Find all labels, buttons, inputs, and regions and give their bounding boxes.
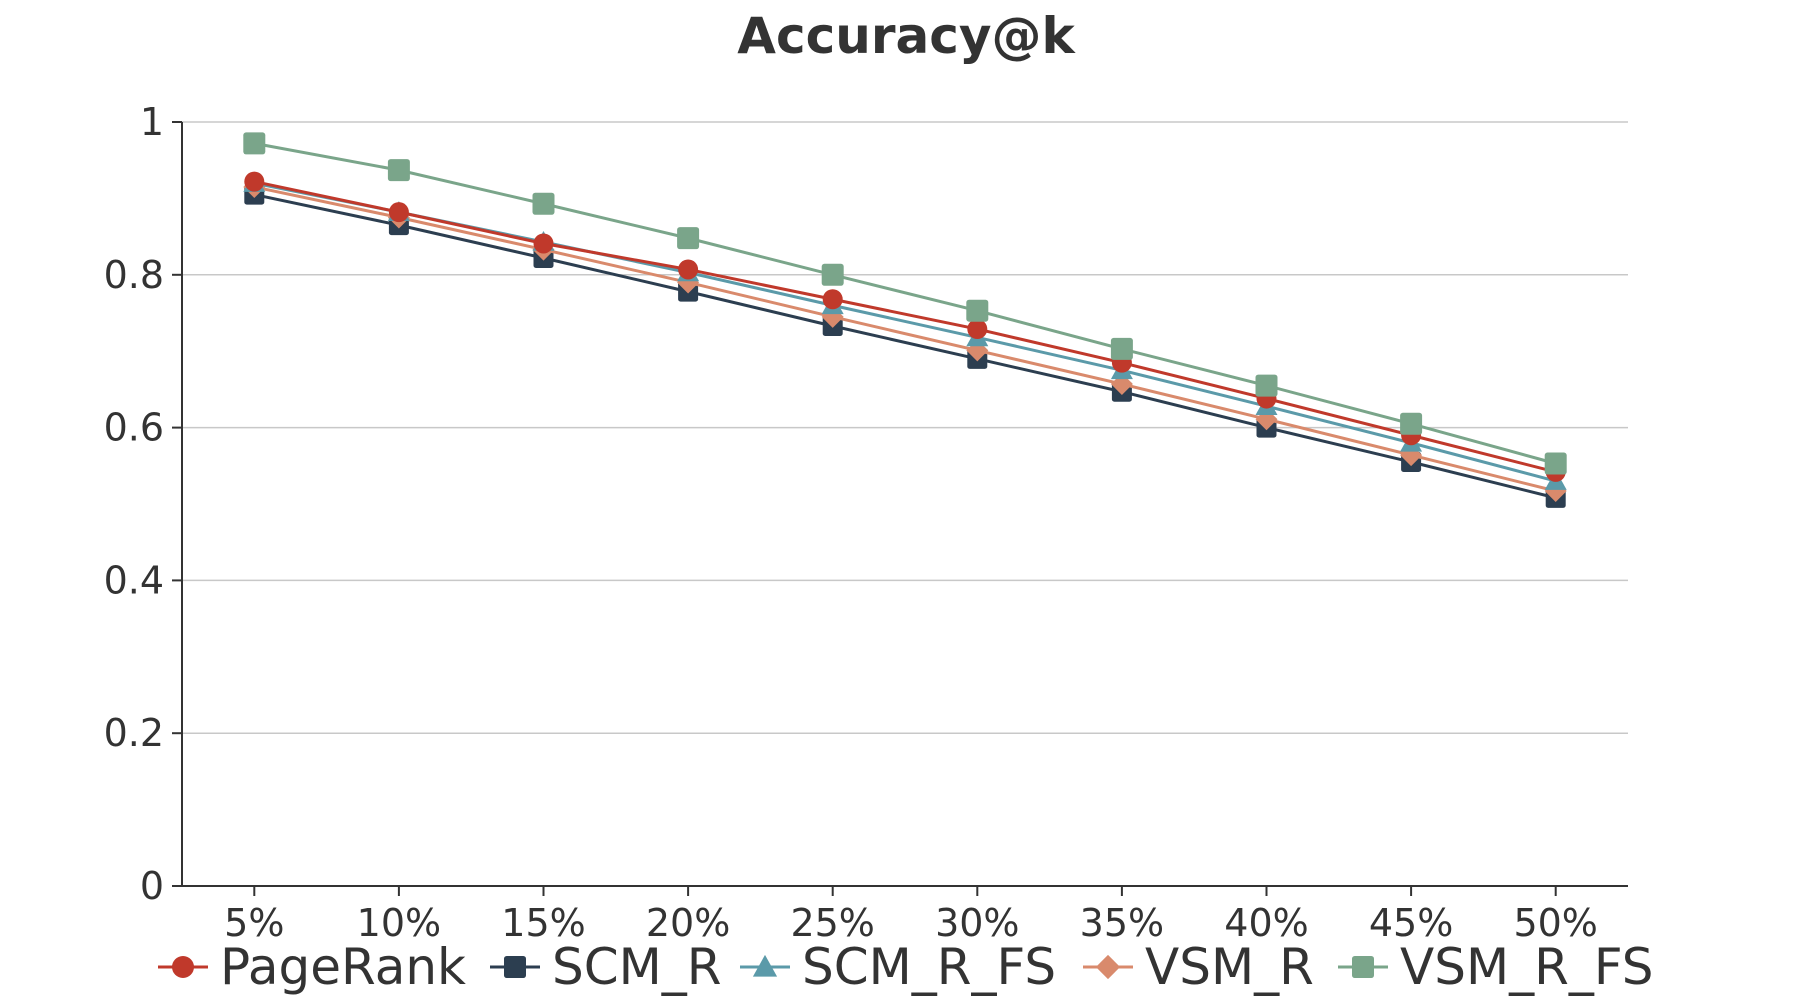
legend-marker bbox=[504, 956, 526, 978]
x-tick-label: 25% bbox=[790, 901, 874, 945]
grid bbox=[182, 121, 1628, 734]
series-scm-r bbox=[244, 184, 1566, 508]
x-tick-label: 45% bbox=[1369, 901, 1453, 945]
legend-label: PageRank bbox=[220, 938, 466, 996]
legend-marker bbox=[172, 956, 194, 978]
x-tick-label: 50% bbox=[1513, 901, 1597, 945]
series-vsm-r-fs bbox=[243, 132, 1567, 475]
legend-marker bbox=[1352, 956, 1374, 978]
axes: 00.20.40.60.815% 10% 15% 20% 25% 30% 35% 40% 45%… bbox=[104, 100, 1628, 945]
data-point bbox=[532, 192, 555, 215]
y-tick-label: 0.2 bbox=[104, 711, 164, 755]
data-point bbox=[1400, 412, 1423, 435]
data-point bbox=[388, 202, 409, 223]
y-tick-label: 0.6 bbox=[104, 406, 164, 450]
legend-item-scm-r: SCM_R bbox=[490, 938, 722, 996]
data-point bbox=[244, 171, 265, 192]
legend-marker bbox=[752, 954, 778, 977]
data-point bbox=[1110, 337, 1133, 360]
legend-marker bbox=[1095, 954, 1121, 980]
series-scm-r-fs bbox=[243, 172, 1567, 490]
legend-label: VSM_R_FS bbox=[1400, 938, 1653, 996]
series-line bbox=[253, 185, 1557, 493]
x-tick-label: 40% bbox=[1224, 901, 1308, 945]
legend: PageRank SCM_R SCM_R_FS VSM_R VSM_R_FS bbox=[158, 938, 1653, 996]
legend-item-vsm-r: VSM_R bbox=[1083, 938, 1314, 996]
legend-item-pagerank: PageRank bbox=[158, 938, 466, 996]
x-tick-label: 30% bbox=[935, 901, 1019, 945]
legend-label: SCM_R bbox=[552, 938, 722, 996]
x-tick-label: 5% bbox=[224, 901, 284, 945]
series-line bbox=[253, 193, 1557, 500]
chart-title: Accuracy@k bbox=[737, 7, 1076, 65]
data-point bbox=[243, 132, 266, 155]
y-tick-label: 1 bbox=[140, 100, 164, 144]
x-tick-label: 35% bbox=[1080, 901, 1164, 945]
y-tick-label: 0.8 bbox=[104, 253, 164, 297]
data-point bbox=[822, 289, 843, 310]
data-point bbox=[678, 259, 699, 280]
legend-item-scm-r-fs: SCM_R_FS bbox=[740, 938, 1056, 996]
legend-label: VSM_R bbox=[1145, 938, 1314, 996]
data-point bbox=[966, 299, 989, 322]
y-tick-label: 0 bbox=[140, 864, 164, 908]
data-point bbox=[1544, 452, 1567, 475]
data-point bbox=[967, 319, 988, 340]
legend-label: SCM_R_FS bbox=[802, 938, 1056, 996]
series-layer bbox=[243, 132, 1567, 508]
data-point bbox=[1255, 374, 1278, 397]
x-tick-label: 20% bbox=[646, 901, 730, 945]
data-point bbox=[533, 233, 554, 254]
series-pagerank bbox=[244, 171, 1566, 482]
y-tick-label: 0.4 bbox=[104, 558, 164, 602]
data-point bbox=[387, 159, 410, 182]
x-tick-label: 10% bbox=[357, 901, 441, 945]
data-point bbox=[821, 263, 844, 286]
series-line bbox=[253, 180, 1557, 474]
legend-item-vsm-r-fs: VSM_R_FS bbox=[1338, 938, 1653, 996]
x-tick-label: 15% bbox=[501, 901, 585, 945]
series-line bbox=[254, 141, 1557, 465]
data-point bbox=[677, 227, 700, 250]
